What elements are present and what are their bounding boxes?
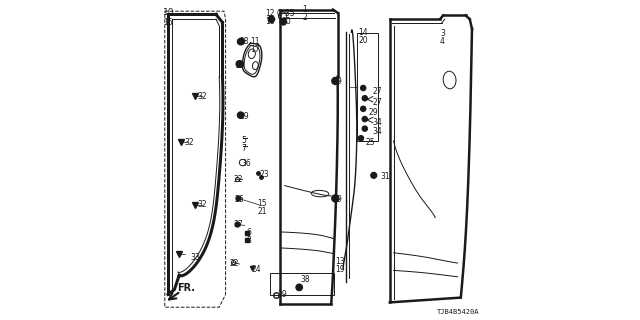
Circle shape	[237, 61, 243, 67]
Text: 31: 31	[380, 172, 390, 180]
Text: 22: 22	[230, 259, 239, 268]
Circle shape	[371, 172, 376, 178]
Text: 39: 39	[278, 290, 287, 299]
Circle shape	[280, 19, 287, 25]
Text: 1: 1	[302, 5, 307, 14]
Text: 29: 29	[236, 61, 245, 70]
Text: 28: 28	[239, 37, 249, 46]
Circle shape	[237, 38, 244, 45]
Text: 3: 3	[440, 29, 445, 38]
Circle shape	[360, 85, 366, 91]
Circle shape	[239, 39, 244, 44]
Circle shape	[362, 116, 367, 122]
Text: O-35: O-35	[277, 9, 296, 18]
Circle shape	[237, 112, 244, 118]
Text: 21: 21	[258, 207, 267, 216]
Text: 10: 10	[163, 8, 175, 17]
Circle shape	[296, 284, 302, 291]
Bar	[357, 33, 378, 141]
Circle shape	[236, 61, 243, 67]
Text: 32: 32	[184, 138, 194, 147]
Text: FR.: FR.	[177, 284, 195, 293]
Text: 29: 29	[239, 112, 249, 121]
Text: 25: 25	[365, 138, 375, 147]
Text: 37: 37	[233, 220, 243, 229]
Circle shape	[362, 126, 367, 131]
Circle shape	[358, 136, 364, 141]
Text: 6: 6	[246, 228, 252, 237]
Text: 12: 12	[266, 9, 275, 18]
Text: 4: 4	[440, 37, 445, 46]
Circle shape	[268, 16, 275, 22]
Text: 24: 24	[251, 265, 261, 274]
Circle shape	[332, 195, 339, 202]
Text: 7: 7	[241, 144, 246, 153]
Text: 32: 32	[198, 92, 207, 100]
Text: 9: 9	[337, 77, 342, 86]
Circle shape	[360, 106, 366, 111]
Text: 19: 19	[335, 265, 345, 274]
Text: 34: 34	[372, 118, 383, 127]
Text: 2: 2	[302, 13, 307, 22]
Text: 38: 38	[301, 275, 310, 284]
Text: 26: 26	[235, 195, 244, 204]
Text: 23: 23	[259, 170, 269, 179]
Text: 29: 29	[369, 108, 378, 117]
Text: 27: 27	[372, 87, 383, 96]
Circle shape	[332, 77, 339, 84]
Text: 32: 32	[198, 200, 207, 209]
Bar	[270, 273, 334, 295]
Text: TJB4B5420A: TJB4B5420A	[437, 309, 479, 315]
Text: 18: 18	[266, 17, 275, 26]
Text: 9: 9	[337, 195, 342, 204]
Text: 20: 20	[358, 36, 368, 44]
Text: 33: 33	[191, 253, 200, 262]
Text: 8: 8	[246, 236, 251, 245]
Text: 15: 15	[258, 199, 268, 208]
Text: 14: 14	[358, 28, 368, 36]
Text: 11: 11	[251, 37, 260, 46]
Text: 34: 34	[372, 127, 383, 136]
Text: 27: 27	[372, 98, 383, 107]
Text: 16: 16	[163, 18, 173, 27]
Text: 13: 13	[335, 257, 345, 266]
Text: 22: 22	[234, 175, 243, 184]
Text: 30: 30	[281, 17, 291, 26]
Text: 17: 17	[251, 45, 260, 54]
Circle shape	[362, 96, 367, 101]
Text: 36: 36	[241, 159, 251, 168]
Text: 5: 5	[241, 136, 246, 145]
